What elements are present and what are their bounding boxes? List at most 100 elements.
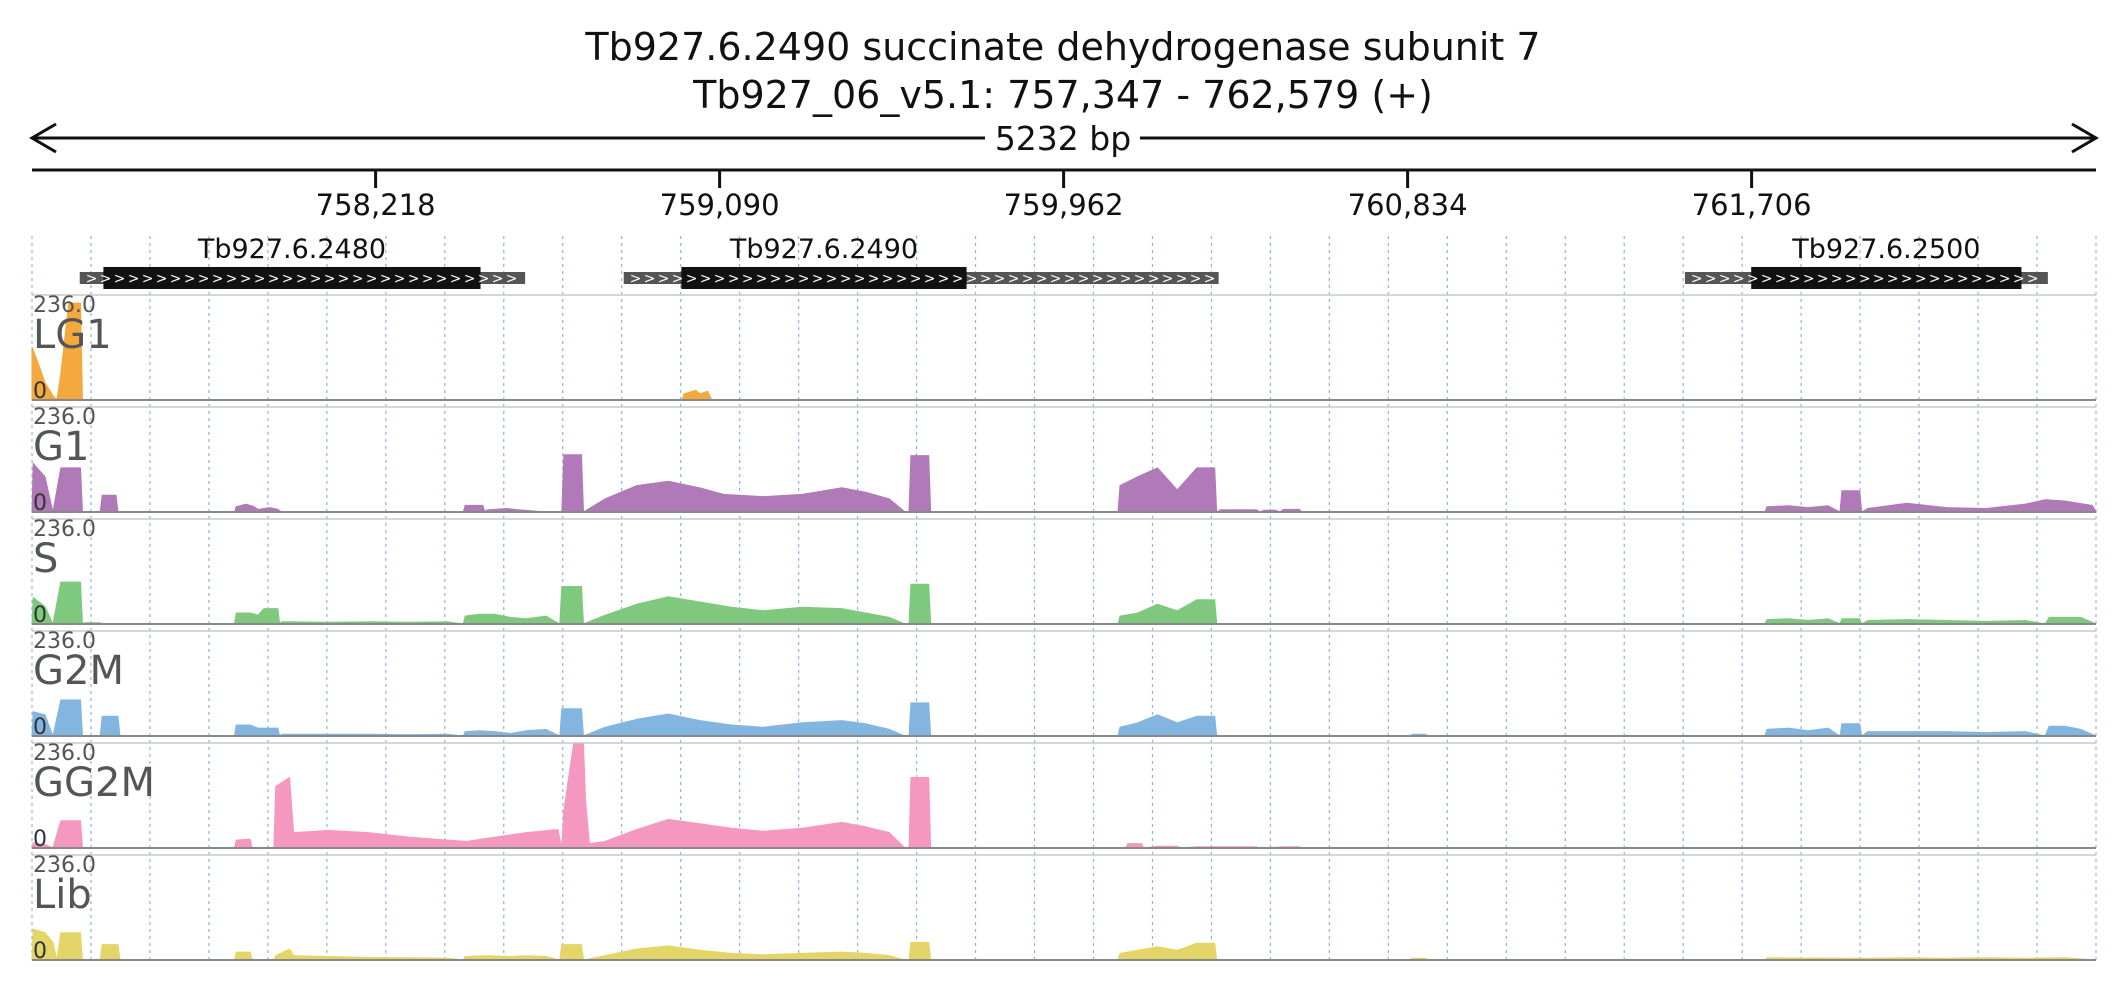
strand-arrow: > bbox=[492, 271, 504, 287]
strand-arrow: > bbox=[366, 271, 378, 287]
strand-arrow: > bbox=[1915, 271, 1927, 287]
strand-arrow: > bbox=[770, 271, 782, 287]
strand-arrow: > bbox=[338, 271, 350, 287]
strand-arrow: > bbox=[952, 271, 964, 287]
strand-arrow: > bbox=[156, 271, 168, 287]
track-name: S bbox=[33, 536, 58, 582]
coverage-tracks: 236.0LG10236.0G10236.0S0236.0G2M0236.0GG… bbox=[31, 293, 2097, 964]
strand-arrow: > bbox=[882, 271, 894, 287]
strand-arrow: > bbox=[1078, 271, 1090, 287]
strand-arrow: > bbox=[1901, 271, 1913, 287]
strand-arrow: > bbox=[868, 271, 880, 287]
strand-arrow: > bbox=[910, 271, 922, 287]
x-tick-label: 759,962 bbox=[1004, 188, 1124, 222]
strand-arrow: > bbox=[310, 271, 322, 287]
strand-arrow: > bbox=[450, 271, 462, 287]
track-zero-label: 0 bbox=[33, 491, 47, 516]
strand-arrow: > bbox=[896, 271, 908, 287]
strand-arrow: > bbox=[1817, 271, 1829, 287]
strand-arrow: > bbox=[2013, 271, 2025, 287]
span-ruler: 5232 bp bbox=[29, 119, 2099, 158]
strand-arrow: > bbox=[1162, 271, 1174, 287]
strand-arrow: > bbox=[672, 271, 684, 287]
strand-arrow: > bbox=[826, 271, 838, 287]
strand-arrow: > bbox=[630, 271, 642, 287]
x-tick-label: 758,218 bbox=[316, 188, 436, 222]
x-tick-label: 759,090 bbox=[660, 188, 780, 222]
gene-label: Tb927.6.2490 bbox=[729, 234, 918, 265]
strand-arrow: > bbox=[1176, 271, 1188, 287]
strand-arrow: > bbox=[1008, 271, 1020, 287]
strand-arrow: > bbox=[422, 271, 434, 287]
track-zero-label: 0 bbox=[33, 715, 47, 740]
coverage-area bbox=[31, 454, 2097, 513]
strand-arrow: > bbox=[142, 271, 154, 287]
strand-arrow: > bbox=[1204, 271, 1216, 287]
strand-arrow: > bbox=[1705, 271, 1717, 287]
strand-arrow: > bbox=[1999, 271, 2011, 287]
gene-model: > > > > > > > > > > > > > > > > > > > > > > > > > > > > > > > > > > > > > > > >… bbox=[623, 234, 1219, 289]
strand-arrow: > bbox=[436, 271, 448, 287]
strand-arrow: > bbox=[282, 271, 294, 287]
gene-cds bbox=[1751, 267, 2022, 289]
strand-arrow: > bbox=[506, 271, 518, 287]
strand-arrow: > bbox=[1106, 271, 1118, 287]
strand-arrow: > bbox=[756, 271, 768, 287]
strand-arrow: > bbox=[464, 271, 476, 287]
strand-arrow: > bbox=[1971, 271, 1983, 287]
track-max-label: 236.0 bbox=[33, 853, 96, 878]
strand-arrow: > bbox=[686, 271, 698, 287]
strand-arrow: > bbox=[296, 271, 308, 287]
x-tick-label: 761,706 bbox=[1692, 188, 1812, 222]
strand-arrow: > bbox=[1985, 271, 1997, 287]
strand-arrow: > bbox=[1036, 271, 1048, 287]
strand-arrow: > bbox=[1929, 271, 1941, 287]
track-max-label: 236.0 bbox=[33, 629, 96, 654]
strand-arrow: > bbox=[212, 271, 224, 287]
strand-arrow: > bbox=[1873, 271, 1885, 287]
strand-arrow: > bbox=[658, 271, 670, 287]
track-zero-label: 0 bbox=[33, 827, 47, 852]
strand-arrow: > bbox=[644, 271, 656, 287]
strand-arrow: > bbox=[798, 271, 810, 287]
strand-arrow: > bbox=[1859, 271, 1871, 287]
gene-cds bbox=[681, 267, 967, 289]
strand-arrow: > bbox=[254, 271, 266, 287]
track-name: G2M bbox=[33, 648, 124, 694]
strand-arrow: > bbox=[1733, 271, 1745, 287]
strand-arrow: > bbox=[408, 271, 420, 287]
strand-arrow: > bbox=[1064, 271, 1076, 287]
strand-arrow: > bbox=[1120, 271, 1132, 287]
strand-arrow: > bbox=[268, 271, 280, 287]
track-zero-label: 0 bbox=[33, 939, 47, 964]
strand-arrow: > bbox=[1943, 271, 1955, 287]
strand-arrow: > bbox=[1134, 271, 1146, 287]
span-length-label: 5232 bp bbox=[995, 119, 1131, 158]
strand-arrow: > bbox=[100, 271, 112, 287]
strand-arrow: > bbox=[1761, 271, 1773, 287]
strand-arrow: > bbox=[114, 271, 126, 287]
strand-arrow: > bbox=[170, 271, 182, 287]
track-name: GG2M bbox=[33, 760, 155, 806]
strand-arrow: > bbox=[1775, 271, 1787, 287]
coverage-area bbox=[31, 581, 2097, 626]
coverage-area bbox=[31, 302, 713, 402]
strand-arrow: > bbox=[1022, 271, 1034, 287]
strand-arrow: > bbox=[226, 271, 238, 287]
x-axis-ticks: 758,218 759,090 759,962 760,834 761,706 bbox=[316, 170, 1812, 222]
track-max-label: 236.0 bbox=[33, 405, 96, 430]
gene-label: Tb927.6.2480 bbox=[197, 234, 386, 265]
gene-cds bbox=[103, 267, 481, 289]
strand-arrow: > bbox=[184, 271, 196, 287]
strand-arrow: > bbox=[240, 271, 252, 287]
gene-track: > > > > > > > > > > > > > > > > > > > > > > > > > > > > > > >Tb927.6.2… bbox=[79, 234, 2048, 289]
strand-arrow: > bbox=[812, 271, 824, 287]
coverage-area bbox=[31, 743, 1304, 849]
strand-arrow: > bbox=[128, 271, 140, 287]
track-zero-label: 0 bbox=[33, 603, 47, 628]
